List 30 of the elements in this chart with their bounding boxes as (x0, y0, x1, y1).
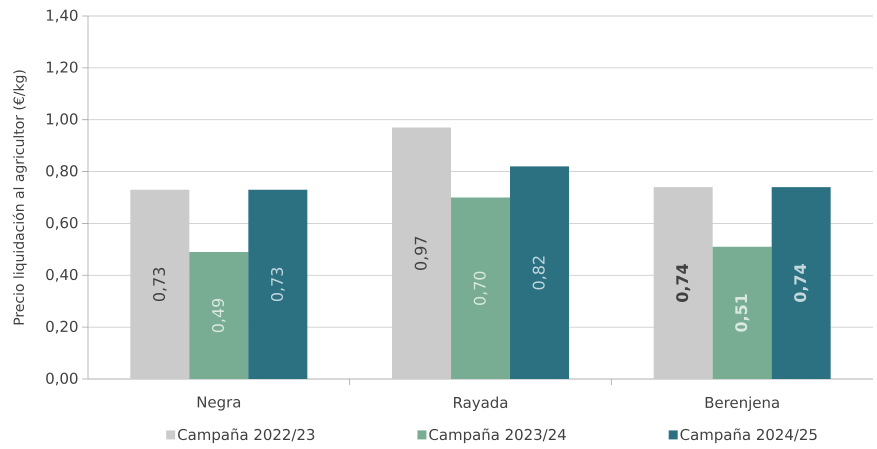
data-label: 0,51 (735, 294, 750, 332)
data-label: 0,73 (152, 268, 167, 302)
data-label: 0,70 (474, 272, 488, 305)
x-tick-label: Rayada (454, 396, 508, 411)
data-label: 0,82 (532, 256, 546, 290)
y-tick-label: 0,00 (46, 372, 78, 386)
bar (189, 252, 248, 379)
data-label: 0,74 (676, 264, 690, 302)
bar (712, 246, 772, 379)
data-label: 0,74 (794, 264, 808, 302)
x-tick-label: Berenjena (706, 396, 779, 411)
x-tick-label: Negra (198, 396, 240, 411)
legend-label: Campaña 2024/25 (680, 428, 817, 444)
data-label: 0,49 (212, 298, 226, 332)
y-tick-label: 1,00 (46, 113, 78, 126)
data-label: 0,73 (270, 268, 285, 302)
y-tick-label: 0,20 (46, 320, 78, 334)
y-tick-label: 0,80 (46, 165, 78, 178)
bar (248, 190, 308, 379)
bar (772, 187, 831, 379)
legend-label: Campaña 2023/24 (429, 428, 566, 444)
bar (510, 166, 570, 379)
legend-label: Campaña 2022/23 (178, 428, 314, 444)
bar (451, 198, 510, 379)
y-tick-label: 1,40 (46, 10, 78, 22)
y-axis-title: Precio liquidación al agricultor (€/kg) (12, 70, 27, 324)
data-label: 0,97 (414, 236, 428, 270)
y-tick-label: 0,40 (46, 268, 78, 282)
y-tick-label: 0,60 (46, 217, 78, 230)
y-tick-label: 1,20 (46, 61, 78, 74)
